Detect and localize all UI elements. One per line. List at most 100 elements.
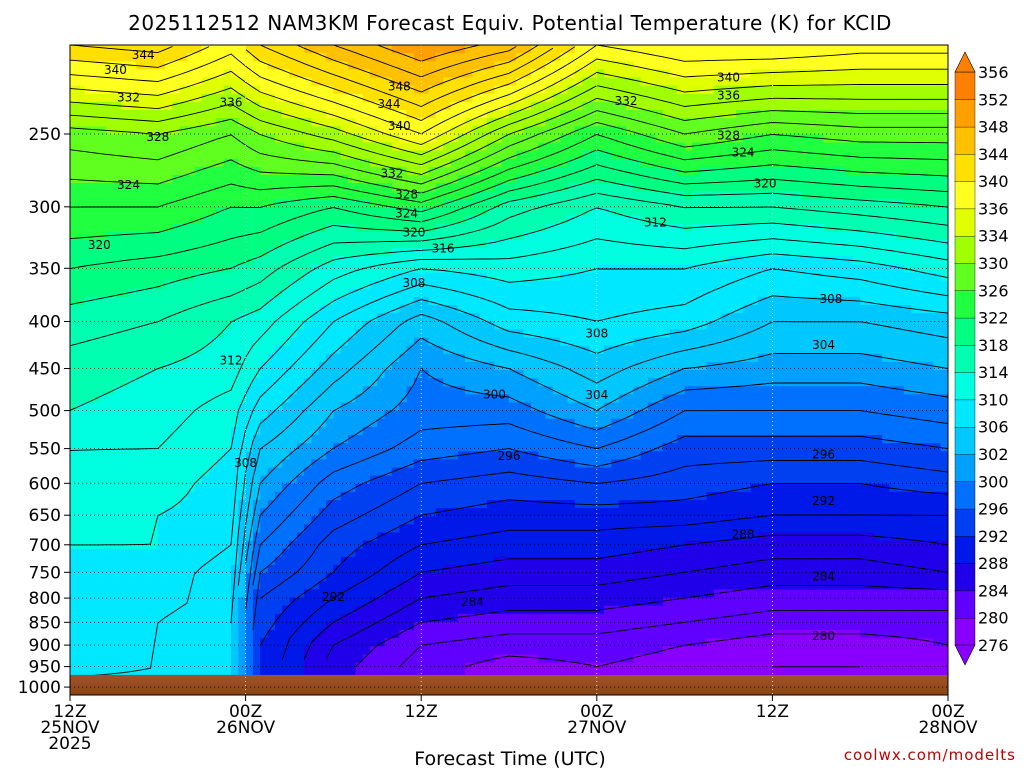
- field-cell: [406, 524, 415, 534]
- field-cell: [384, 93, 393, 103]
- field-cell: [391, 53, 400, 62]
- field-cell: [274, 516, 283, 525]
- field-cell: [457, 313, 466, 322]
- field-cell: [428, 500, 437, 509]
- field-cell: [209, 248, 217, 257]
- field-cell: [231, 264, 239, 274]
- field-cell: [209, 150, 217, 160]
- field-cell: [428, 418, 437, 428]
- field-cell: [165, 345, 173, 355]
- field-cell: [465, 565, 473, 574]
- field-cell: [238, 256, 247, 265]
- field-cell: [289, 175, 298, 184]
- field-cell: [209, 166, 217, 176]
- field-cell: [92, 248, 100, 257]
- field-cell: [267, 402, 276, 412]
- field-cell: [501, 69, 510, 79]
- field-cell: [267, 516, 276, 525]
- field-cell: [106, 69, 115, 79]
- field-cell: [494, 256, 503, 265]
- field-cell: [487, 435, 495, 444]
- field-cell: [70, 654, 78, 664]
- field-cell: [465, 483, 473, 493]
- field-cell: [333, 573, 342, 582]
- field-cell: [326, 613, 334, 623]
- field-cell: [494, 467, 503, 477]
- field-cell: [391, 215, 400, 225]
- field-cell: [289, 540, 298, 550]
- field-cell: [238, 508, 247, 517]
- field-cell: [157, 540, 166, 550]
- field-cell: [223, 378, 232, 387]
- field-cell: [421, 256, 430, 265]
- field-cell: [311, 418, 320, 428]
- field-cell: [318, 516, 327, 525]
- field-cell: [509, 45, 517, 54]
- field-cell: [70, 345, 78, 355]
- field-cell: [113, 296, 122, 306]
- field-cell: [289, 345, 298, 355]
- field-cell: [216, 524, 225, 534]
- field-cell: [465, 508, 473, 517]
- field-cell: [194, 451, 203, 460]
- field-cell: [223, 605, 232, 615]
- field-cell: [296, 166, 305, 176]
- field-cell: [245, 280, 254, 290]
- field-cell: [333, 248, 342, 257]
- field-cell: [223, 69, 232, 79]
- field-cell: [113, 597, 122, 607]
- field-cell: [479, 646, 488, 655]
- field-cell: [267, 451, 276, 460]
- field-cell: [421, 443, 430, 452]
- field-cell: [209, 459, 217, 469]
- field-cell: [245, 69, 254, 79]
- field-cell: [487, 134, 495, 144]
- field-cell: [245, 646, 254, 655]
- field-cell: [384, 491, 393, 501]
- field-cell: [289, 126, 298, 135]
- field-cell: [282, 491, 291, 501]
- field-cell: [348, 386, 356, 395]
- field-cell: [494, 589, 503, 599]
- field-cell: [296, 337, 305, 347]
- field-cell: [238, 613, 247, 623]
- field-cell: [340, 524, 349, 534]
- field-cell: [348, 329, 356, 339]
- field-cell: [326, 654, 334, 664]
- field-cell: [128, 207, 137, 217]
- field-cell: [318, 45, 327, 54]
- field-cell: [326, 630, 334, 639]
- field-cell: [209, 110, 217, 119]
- field-cell: [216, 605, 225, 615]
- field-cell: [406, 85, 415, 95]
- field-cell: [311, 556, 320, 566]
- field-cell: [377, 435, 386, 444]
- field-cell: [179, 329, 188, 339]
- field-cell: [245, 223, 254, 233]
- field-cell: [318, 240, 327, 249]
- field-cell: [99, 313, 108, 322]
- field-cell: [348, 581, 356, 590]
- field-cell: [289, 150, 298, 160]
- field-cell: [187, 548, 195, 558]
- field-cell: [121, 565, 130, 574]
- field-cell: [157, 370, 166, 379]
- field-cell: [509, 475, 517, 485]
- field-cell: [487, 191, 495, 200]
- field-cell: [143, 654, 152, 664]
- field-cell: [340, 548, 349, 558]
- field-cell: [472, 638, 481, 647]
- field-cell: [304, 77, 312, 87]
- field-cell: [340, 77, 349, 87]
- field-cell: [172, 61, 181, 70]
- field-cell: [223, 483, 232, 493]
- field-cell: [84, 280, 93, 290]
- field-cell: [135, 621, 144, 631]
- field-cell: [435, 589, 444, 599]
- field-cell: [450, 183, 459, 192]
- field-cell: [187, 662, 195, 672]
- field-cell: [435, 630, 444, 639]
- field-cell: [274, 158, 283, 168]
- field-cell: [443, 77, 451, 87]
- field-cell: [106, 264, 115, 274]
